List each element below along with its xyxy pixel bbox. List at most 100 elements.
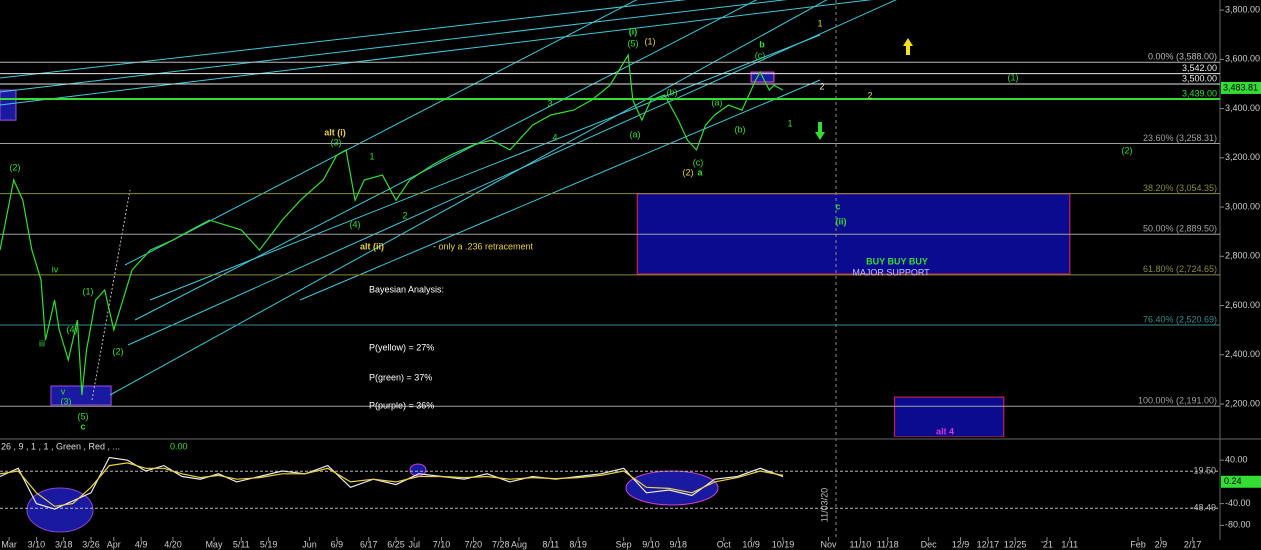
annotation: b <box>759 39 765 49</box>
annotation: (4) <box>350 219 361 229</box>
y-tick-label: -80.00 <box>1225 520 1251 530</box>
channel-line <box>0 0 873 106</box>
annotation: alt (i) <box>324 127 346 137</box>
last-price-box <box>1221 81 1261 94</box>
annotation: iv <box>52 264 59 274</box>
oscillator-line <box>0 462 784 507</box>
last-value-box <box>1221 475 1261 488</box>
x-tick-label: Jul <box>408 539 420 549</box>
annotation: (4) <box>67 324 78 334</box>
annotation: alt (ii) <box>360 241 384 251</box>
annotation: (a) <box>712 97 723 107</box>
x-tick-label: 6/25 <box>387 539 405 549</box>
annotation: P(purple) = 36% <box>369 400 434 410</box>
annotation: alt 4 <box>936 426 954 436</box>
x-tick-label: 9/18 <box>670 539 688 549</box>
arrow-down <box>815 122 825 140</box>
x-tick-label: 8/19 <box>569 539 587 549</box>
annotation: (3) <box>61 396 72 406</box>
axes: 2,200.00 2,400.00 2,600.00 2,800.00 3,000.00… <box>1 4 1261 549</box>
x-tick-label: Oct <box>717 539 732 549</box>
x-tick-label: 4/9 <box>135 539 148 549</box>
annotation: (b) <box>667 87 678 97</box>
x-tick-label: 12/9 <box>952 539 970 549</box>
annotation: (2) <box>1122 145 1133 155</box>
x-tick-label: Feb <box>1130 539 1146 549</box>
annotation: (5) <box>78 411 89 421</box>
channel-line <box>299 79 821 301</box>
zone <box>0 89 17 121</box>
annotation: BUY BUY BUY <box>866 256 928 266</box>
annotation: c <box>835 201 840 211</box>
price-line <box>0 53 784 396</box>
channel-line <box>109 0 828 396</box>
annotation: (b) <box>735 124 746 134</box>
annotation: v <box>61 386 66 396</box>
level-label: 100.00% (2,191.00) <box>1138 396 1217 406</box>
annotation: 2 <box>867 90 872 100</box>
annotation: - only a .236 retracement <box>433 241 534 251</box>
level-label: 50.00% (2,889.50) <box>1143 224 1217 234</box>
annotation: P(green) = 37% <box>369 372 432 382</box>
oscillator-line <box>0 456 784 510</box>
channel-line <box>0 0 687 79</box>
y-tick-label: 2,400.00 <box>1225 349 1260 359</box>
projection-line <box>91 189 131 401</box>
level-label: 23.60% (3,258.31) <box>1143 133 1217 143</box>
annotation: (1) <box>645 36 656 46</box>
x-tick-label: 4/20 <box>164 539 182 549</box>
x-tick-label: 10/9 <box>742 539 760 549</box>
x-tick-label: 10/19 <box>772 539 795 549</box>
last-price-label: 3,483.81 <box>1223 82 1258 92</box>
level-label: 19.50 <box>1193 466 1216 476</box>
x-tick-label: 11/18 <box>877 539 899 549</box>
annotation: iii <box>39 338 45 348</box>
annotation: (c) <box>755 50 766 60</box>
x-tick-label: Mar <box>1 539 17 549</box>
level-label: 76.40% (2,520.69) <box>1143 314 1217 324</box>
annotation: 4 <box>552 132 557 142</box>
annotation: (3) <box>331 137 342 147</box>
level-label: -48.49 <box>1190 503 1216 513</box>
annotation: P(yellow) = 27% <box>369 342 434 352</box>
annotation: (i) <box>629 26 638 36</box>
y-tick-label: -40.00 <box>1225 498 1251 508</box>
x-tick-label: Dec <box>921 539 938 549</box>
annotation: (1) <box>83 286 94 296</box>
x-tick-label: 12/25 <box>1004 539 1027 549</box>
annotation: a <box>697 167 703 177</box>
x-tick-label: 7/20 <box>465 539 483 549</box>
y-tick-label: 3,400.00 <box>1225 103 1260 113</box>
x-tick-label: Sep <box>616 539 632 549</box>
x-tick-label: 5/11 <box>233 539 250 549</box>
level-label: 3,439.00 <box>1182 88 1217 98</box>
x-tick-label: 6/9 <box>331 539 344 549</box>
channel-line <box>127 0 897 346</box>
y-tick-label: 40.00 <box>1225 455 1248 465</box>
y-tick-label: 2,600.00 <box>1225 300 1260 310</box>
x-tick-label: 5/19 <box>260 539 278 549</box>
annotation: Bayesian Analysis: <box>369 284 444 294</box>
level-label: 0.00% (3,588.00) <box>1148 52 1217 62</box>
channel-line <box>0 0 788 93</box>
annotation: (2) <box>683 167 694 177</box>
x-tick-label: 3/18 <box>55 539 73 549</box>
x-tick-label: 1/11 <box>1061 539 1078 549</box>
x-tick-label: May <box>205 539 223 549</box>
zone <box>893 396 1005 437</box>
x-tick-label: 6/17 <box>360 539 378 549</box>
channel-line <box>149 34 821 301</box>
x-tick-label: 12/17 <box>977 539 1000 549</box>
annotation: MAJOR SUPPORT <box>852 267 930 277</box>
x-tick-label: 9/10 <box>642 539 660 549</box>
x-tick-label: Nov <box>820 539 837 549</box>
level-label: 3,542.00 <box>1182 63 1217 73</box>
x-tick-label: Apr <box>107 539 121 549</box>
annotation: (2) <box>113 346 124 356</box>
annotation: 1 <box>817 18 822 28</box>
y-tick-label: 3,600.00 <box>1225 54 1260 64</box>
highlight <box>625 470 719 506</box>
x-tick-label: 3/10 <box>28 539 46 549</box>
